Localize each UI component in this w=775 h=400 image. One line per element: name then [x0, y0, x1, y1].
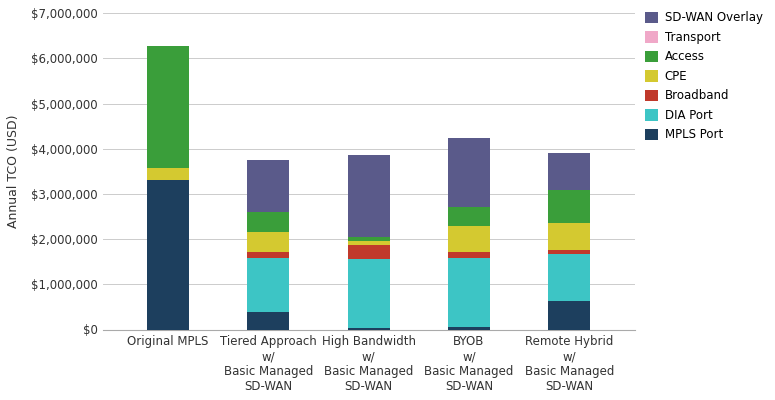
Bar: [347, 328, 390, 330]
Bar: [247, 212, 289, 232]
Bar: [146, 180, 189, 330]
Bar: [548, 250, 591, 254]
Bar: [247, 232, 289, 252]
Bar: [247, 160, 289, 212]
Bar: [347, 155, 390, 237]
Bar: [347, 241, 390, 246]
Bar: [146, 46, 189, 168]
Bar: [448, 206, 490, 226]
Bar: [247, 252, 289, 258]
Bar: [548, 302, 591, 330]
Bar: [347, 246, 390, 259]
Bar: [347, 259, 390, 328]
Bar: [548, 153, 591, 190]
Bar: [448, 258, 490, 327]
Bar: [448, 252, 490, 258]
Bar: [448, 327, 490, 330]
Bar: [548, 223, 591, 250]
Bar: [548, 190, 591, 223]
Bar: [548, 254, 591, 302]
Bar: [448, 226, 490, 252]
Bar: [448, 138, 490, 206]
Bar: [347, 237, 390, 241]
Y-axis label: Annual TCO (USD): Annual TCO (USD): [7, 114, 20, 228]
Bar: [146, 168, 189, 180]
Legend: SD-WAN Overlay, Transport, Access, CPE, Broadband, DIA Port, MPLS Port: SD-WAN Overlay, Transport, Access, CPE, …: [640, 7, 767, 146]
Bar: [247, 258, 289, 312]
Bar: [247, 312, 289, 330]
